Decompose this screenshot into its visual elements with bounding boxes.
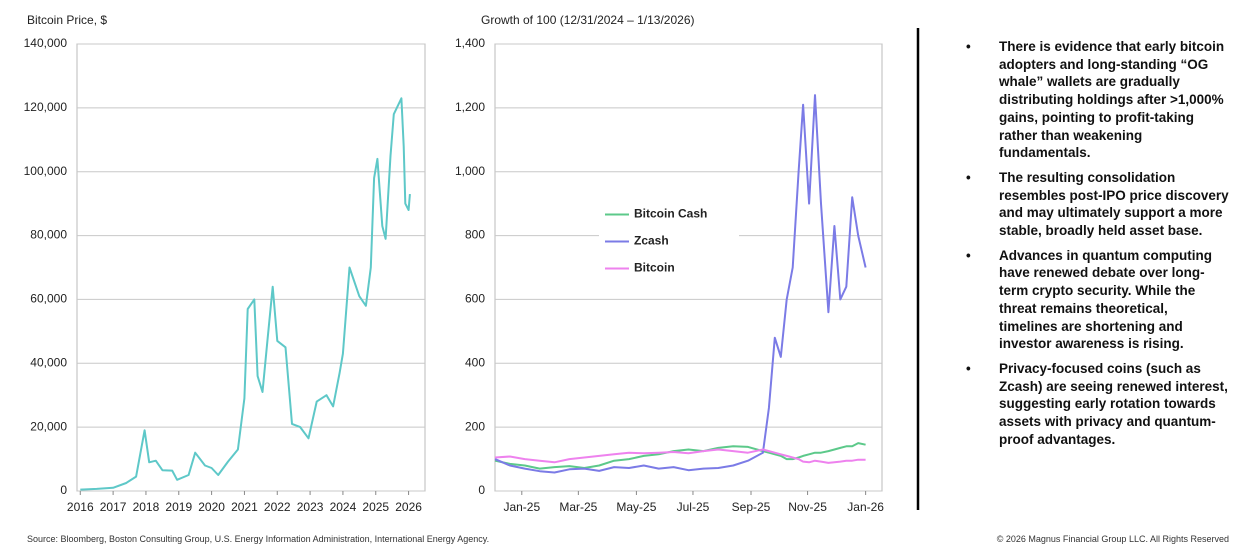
legend-label: Bitcoin Cash bbox=[634, 207, 707, 221]
x-tick-label: 2026 bbox=[395, 500, 422, 514]
y-tick-label: 800 bbox=[465, 228, 485, 242]
y-tick-label: 200 bbox=[465, 419, 485, 433]
charts: Bitcoin Price, $ 0 20,000 40,000 60,000 80,00… bbox=[24, 13, 885, 514]
y-tick-label: 600 bbox=[465, 292, 485, 306]
y-tick-label: 1,000 bbox=[455, 164, 485, 178]
x-tick-label: Jan-26 bbox=[847, 500, 884, 514]
y-tick-label: 1,200 bbox=[455, 100, 485, 114]
y-tick-label: 100,000 bbox=[24, 164, 68, 178]
bullet: Privacy-focused coins (such as Zcash) ar… bbox=[960, 360, 1230, 449]
bullet: Advances in quantum computing have renew… bbox=[960, 247, 1230, 353]
divider bbox=[916, 28, 920, 510]
chart-title: Bitcoin Price, $ bbox=[27, 13, 107, 27]
x-tick-label: 2018 bbox=[133, 500, 160, 514]
x-tick-label: 2025 bbox=[362, 500, 389, 514]
x-tick-label: 2022 bbox=[264, 500, 291, 514]
legend-label: Zcash bbox=[634, 234, 669, 248]
y-tick-label: 40,000 bbox=[30, 355, 67, 369]
series-line bbox=[80, 97, 411, 491]
y-tick-label: 0 bbox=[60, 483, 67, 497]
bullet-list: There is evidence that early bitcoin ado… bbox=[960, 38, 1230, 455]
x-tick-label: May-25 bbox=[616, 500, 656, 514]
y-tick-label: 140,000 bbox=[24, 36, 68, 50]
y-tick-label: 0 bbox=[478, 483, 485, 497]
x-tick-label: 2020 bbox=[198, 500, 225, 514]
x-tick-label: 2017 bbox=[100, 500, 127, 514]
chart-title: Growth of 100 (12/31/2024 – 1/13/2026) bbox=[481, 13, 695, 27]
legend-box bbox=[599, 202, 739, 288]
legend-label: Bitcoin bbox=[634, 261, 675, 275]
x-tick-label: 2024 bbox=[330, 500, 357, 514]
x-tick-label: Sep-25 bbox=[732, 500, 771, 514]
x-tick-label: 2016 bbox=[67, 500, 94, 514]
plot-area bbox=[76, 43, 426, 492]
x-tick-label: 2019 bbox=[165, 500, 192, 514]
copyright: © 2026 Magnus Financial Group LLC. All R… bbox=[996, 534, 1229, 544]
x-tick-label: 2021 bbox=[231, 500, 258, 514]
y-tick-label: 20,000 bbox=[30, 419, 67, 433]
y-tick-label: 60,000 bbox=[30, 292, 67, 306]
bullet: The resulting consolidation resembles po… bbox=[960, 169, 1230, 240]
bullet: There is evidence that early bitcoin ado… bbox=[960, 38, 1230, 162]
x-tick-label: Jul-25 bbox=[677, 500, 710, 514]
x-tick-label: 2023 bbox=[297, 500, 324, 514]
source-note: Source: Bloomberg, Boston Consulting Gro… bbox=[27, 534, 490, 544]
series-line bbox=[494, 448, 866, 464]
x-tick-label: Jan-25 bbox=[503, 500, 540, 514]
y-tick-label: 400 bbox=[465, 355, 485, 369]
series-line bbox=[494, 94, 867, 474]
y-tick-label: 80,000 bbox=[30, 228, 67, 242]
y-tick-label: 120,000 bbox=[24, 100, 68, 114]
y-tick-label: 1,400 bbox=[455, 36, 485, 50]
series-line bbox=[494, 442, 866, 470]
x-tick-label: Mar-25 bbox=[559, 500, 597, 514]
x-tick-label: Nov-25 bbox=[788, 500, 827, 514]
